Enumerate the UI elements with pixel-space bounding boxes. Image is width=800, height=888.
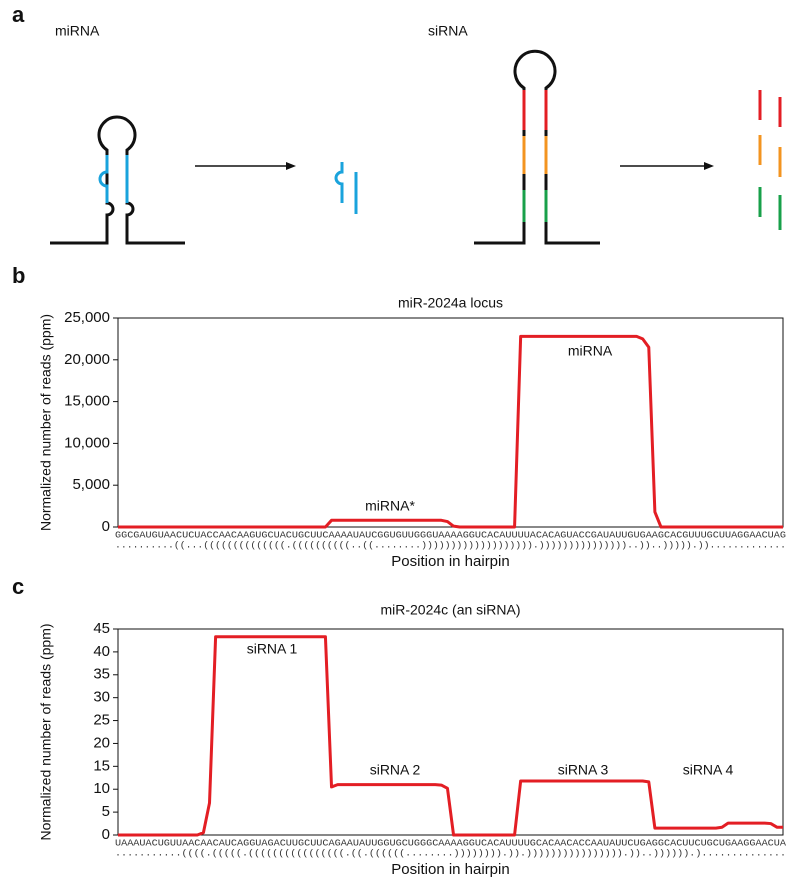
y-tick-label: 35 bbox=[93, 666, 110, 683]
y-tick-label: 20 bbox=[93, 734, 110, 751]
chart-title: miR-2024c (an siRNA) bbox=[380, 602, 520, 618]
y-tick-label: 15,000 bbox=[64, 393, 110, 410]
y-axis-label: Normalized number of reads (ppm) bbox=[38, 314, 54, 531]
panel-label: a bbox=[12, 2, 25, 27]
y-tick-label: 0 bbox=[102, 518, 110, 535]
y-axis-label: Normalized number of reads (ppm) bbox=[38, 623, 54, 840]
y-tick-label: 10,000 bbox=[64, 434, 110, 451]
data-line bbox=[118, 334, 783, 529]
annotation: siRNA 1 bbox=[247, 641, 298, 657]
diagram-label: siRNA bbox=[428, 23, 468, 39]
y-tick-label: 40 bbox=[93, 643, 110, 660]
chart-title: miR-2024a locus bbox=[398, 295, 503, 311]
annotation: siRNA 3 bbox=[558, 762, 609, 778]
y-tick-label: 10 bbox=[93, 780, 110, 797]
y-tick-label: 5,000 bbox=[72, 476, 110, 493]
y-tick-label: 25 bbox=[93, 712, 110, 729]
structure: ..........((...((((((((((((((.((((((((((… bbox=[115, 540, 786, 550]
panel-label: c bbox=[12, 574, 24, 599]
arrow bbox=[195, 162, 296, 170]
annotation: miRNA bbox=[568, 343, 613, 359]
mirna-duplex bbox=[334, 162, 358, 214]
y-tick-label: 45 bbox=[93, 620, 110, 637]
y-tick-label: 30 bbox=[93, 689, 110, 706]
plot-frame bbox=[117, 317, 784, 528]
sequence: GGCGAUGUAACUCUACCAACAAGUGCUACUGCUUCAAAAU… bbox=[115, 530, 786, 540]
y-tick-label: 0 bbox=[102, 826, 110, 843]
y-tick-label: 25,000 bbox=[64, 309, 110, 326]
y-tick-label: 20,000 bbox=[64, 351, 110, 368]
x-axis-label: Position in hairpin bbox=[391, 553, 509, 570]
sequence: UAAAUACUGUUAACAACAUCAGGUAGACUUGCUUCAGAAU… bbox=[115, 838, 787, 848]
sirna-hairpin bbox=[474, 49, 600, 245]
diagram-label: miRNA bbox=[55, 23, 100, 39]
panel-label: b bbox=[12, 263, 25, 288]
annotation: miRNA* bbox=[365, 498, 415, 514]
annotation: siRNA 2 bbox=[370, 762, 421, 778]
y-tick-label: 5 bbox=[102, 803, 110, 820]
mirna-hairpin bbox=[50, 115, 185, 245]
y-tick-label: 15 bbox=[93, 757, 110, 774]
x-axis-label: Position in hairpin bbox=[391, 861, 509, 878]
structure: ...........((((.(((((.((((((((((((((((.(… bbox=[115, 848, 786, 858]
annotation: siRNA 4 bbox=[683, 762, 734, 778]
sirna-fragments bbox=[758, 90, 782, 230]
plot-frame bbox=[117, 628, 784, 836]
data-line bbox=[118, 635, 783, 837]
arrow bbox=[620, 162, 714, 170]
